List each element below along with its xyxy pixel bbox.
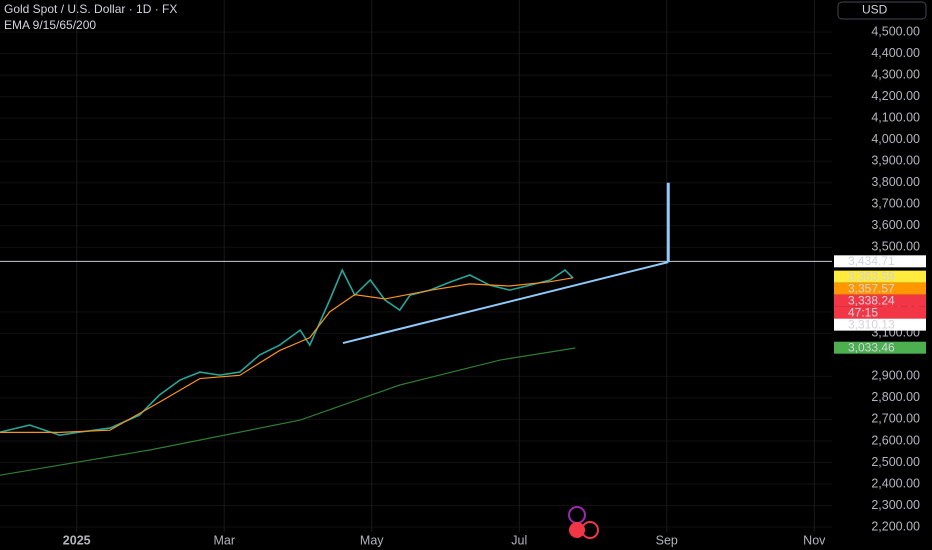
y-tick-label: 2,800.00 [871, 390, 920, 404]
price-label-box [834, 255, 926, 268]
y-tick-label: 4,200.00 [871, 89, 920, 103]
y-tick-label: 2,300.00 [871, 498, 920, 512]
y-tick-label: 4,500.00 [871, 24, 920, 38]
price-label-box [834, 282, 926, 295]
price-label-box [834, 318, 926, 331]
x-tick-label: 2025 [63, 533, 91, 547]
y-tick-label: 3,600.00 [871, 218, 920, 232]
y-tick-label: 4,300.00 [871, 67, 920, 81]
event-icon[interactable] [569, 522, 585, 538]
y-tick-label: 3,500.00 [871, 240, 920, 254]
y-tick-label: 3,900.00 [871, 153, 920, 167]
price-label: 3,338.24 [848, 293, 895, 307]
y-tick-label: 4,400.00 [871, 46, 920, 60]
currency-button[interactable] [837, 1, 927, 20]
y-tick-label: 2,500.00 [871, 455, 920, 469]
trendline [342, 261, 669, 345]
y-tick-label: 3,800.00 [871, 175, 920, 189]
price-label: 3,357.57 [848, 281, 895, 295]
chart-title: Gold Spot / U.S. Dollar · 1D · FX [4, 2, 177, 16]
countdown: 47:15 [848, 305, 878, 319]
x-tick-label: Mar [213, 533, 235, 547]
series-line [0, 268, 574, 436]
x-tick-label: May [360, 533, 384, 547]
countdown-box [834, 306, 926, 319]
x-tick-label: Nov [803, 533, 826, 547]
y-tick-label: 2,200.00 [871, 519, 920, 533]
price-label: 3,033.46 [848, 340, 895, 354]
y-tick-label: 2,900.00 [871, 369, 920, 383]
y-tick-label: 4,000.00 [871, 132, 920, 146]
price-label: 3,310.13 [848, 317, 895, 331]
indicator-label: EMA 9/15/65/200 [4, 18, 96, 32]
x-tick-label: Jul [511, 533, 527, 547]
price-label-box [834, 294, 926, 307]
y-tick-label: 2,400.00 [871, 476, 920, 490]
x-tick-label: Sep [656, 533, 678, 547]
price-label-box [834, 341, 926, 354]
price-label: 3,434.71 [848, 254, 895, 268]
series-line [0, 277, 574, 433]
price-label-box [834, 270, 926, 283]
y-tick-label: 3,700.00 [871, 197, 920, 211]
price-label: 3,363.59 [848, 269, 895, 283]
target-bar [666, 182, 670, 263]
y-tick-label: 2,700.00 [871, 412, 920, 426]
series-line [0, 347, 576, 476]
y-tick-label: 2,600.00 [871, 433, 920, 447]
event-icon[interactable] [581, 521, 599, 539]
currency[interactable]: USD [862, 3, 888, 17]
y-tick-label: 4,100.00 [871, 110, 920, 124]
